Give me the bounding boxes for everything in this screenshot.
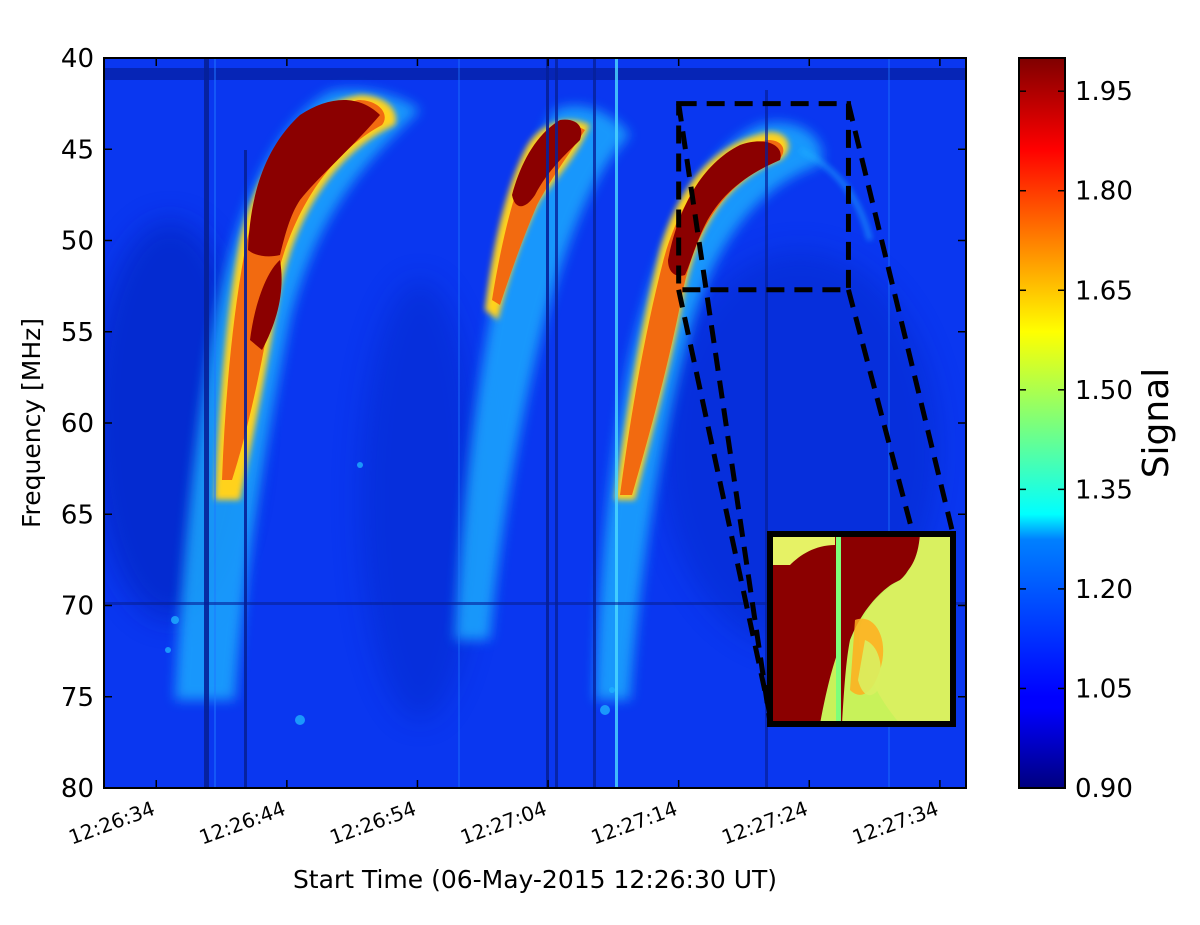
x-tick-label: 12:27:34 — [849, 796, 942, 849]
x-tick-label: 12:27:04 — [457, 796, 550, 849]
connector-line — [846, 289, 916, 535]
connector-line — [676, 103, 773, 723]
y-tick-label: 80 — [61, 774, 94, 804]
dark-region — [360, 280, 480, 720]
vertical-artifacts — [204, 58, 890, 788]
colorbar-tick-label: 1.95 — [1075, 77, 1133, 107]
burst-1 — [175, 89, 420, 700]
colorbar-axis: 0.90 1.05 1.20 1.35 1.50 1.65 1.80 1.95 — [1019, 77, 1133, 804]
horizontal-artifact — [104, 602, 966, 605]
y-tick-label: 50 — [61, 227, 94, 257]
y-tick-label: 60 — [61, 409, 94, 439]
connector-line — [846, 103, 956, 535]
y-tick-label: 55 — [61, 318, 94, 348]
top-band — [104, 68, 966, 80]
x-tick-label: 12:27:14 — [588, 796, 681, 849]
colorbar-label: Signal — [1136, 368, 1177, 479]
colorbar-tick-label: 1.50 — [1075, 376, 1133, 406]
y-tick-label: 40 — [61, 44, 94, 74]
y-tick-label: 65 — [61, 500, 94, 530]
x-tick-label: 12:26:54 — [327, 796, 420, 849]
y-axis: 40 45 50 55 60 65 70 75 80 — [61, 44, 966, 804]
x-tick-label: 12:27:24 — [718, 796, 811, 849]
speckles — [165, 462, 615, 725]
colorbar-tick-label: 1.80 — [1075, 177, 1133, 207]
zoom-box — [676, 101, 851, 293]
inset — [767, 531, 956, 727]
zoom-connectors — [676, 103, 956, 725]
colorbar-tick-label: 1.65 — [1075, 276, 1133, 306]
y-tick-label: 70 — [61, 592, 94, 622]
heatmap-layer — [104, 58, 966, 788]
connector-line — [676, 289, 775, 725]
y-axis-label: Frequency [MHz] — [17, 318, 46, 528]
colorbar-tick-label: 1.35 — [1075, 475, 1133, 505]
y-tick-label: 45 — [61, 135, 94, 165]
x-tick-label: 12:26:44 — [196, 796, 289, 849]
colorbar-tick-label: 1.05 — [1075, 674, 1133, 704]
y-tick-label: 75 — [61, 683, 94, 713]
colorbar-tick-label: 1.20 — [1075, 575, 1133, 605]
colorbar-tick-label: 0.90 — [1075, 774, 1133, 804]
x-axis-label: Start Time (06-May-2015 12:26:30 UT) — [293, 865, 777, 894]
x-tick-label: 12:26:34 — [65, 796, 158, 849]
colorbar — [1018, 57, 1066, 789]
